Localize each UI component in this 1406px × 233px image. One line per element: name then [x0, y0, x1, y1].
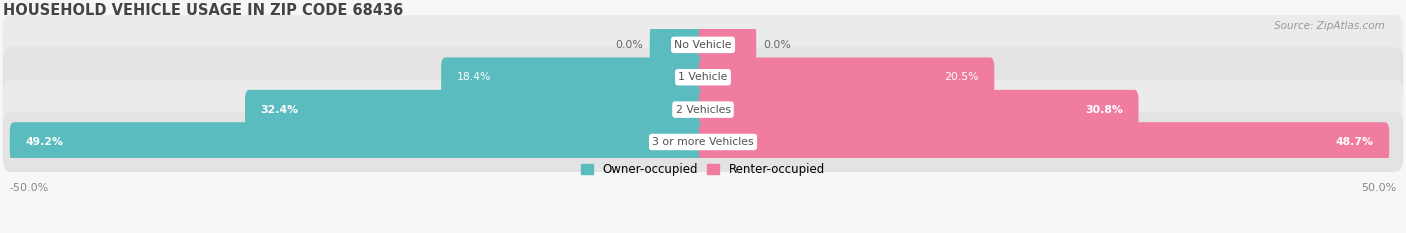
FancyBboxPatch shape: [699, 122, 1389, 162]
Text: 18.4%: 18.4%: [457, 72, 491, 82]
Text: 50.0%: 50.0%: [1361, 183, 1396, 193]
FancyBboxPatch shape: [699, 25, 756, 65]
FancyBboxPatch shape: [699, 58, 994, 97]
FancyBboxPatch shape: [699, 90, 1139, 129]
Text: No Vehicle: No Vehicle: [675, 40, 731, 50]
Text: 49.2%: 49.2%: [25, 137, 63, 147]
FancyBboxPatch shape: [3, 80, 1403, 140]
FancyBboxPatch shape: [3, 112, 1403, 172]
FancyBboxPatch shape: [245, 90, 707, 129]
Text: 0.0%: 0.0%: [614, 40, 643, 50]
Text: 32.4%: 32.4%: [260, 105, 298, 115]
Text: 0.0%: 0.0%: [763, 40, 792, 50]
FancyBboxPatch shape: [3, 15, 1403, 75]
Text: Source: ZipAtlas.com: Source: ZipAtlas.com: [1274, 21, 1385, 31]
Text: 48.7%: 48.7%: [1336, 137, 1374, 147]
Legend: Owner-occupied, Renter-occupied: Owner-occupied, Renter-occupied: [576, 158, 830, 181]
Text: 20.5%: 20.5%: [945, 72, 979, 82]
Text: HOUSEHOLD VEHICLE USAGE IN ZIP CODE 68436: HOUSEHOLD VEHICLE USAGE IN ZIP CODE 6843…: [3, 3, 404, 18]
Text: 1 Vehicle: 1 Vehicle: [678, 72, 728, 82]
Text: 2 Vehicles: 2 Vehicles: [675, 105, 731, 115]
Text: -50.0%: -50.0%: [10, 183, 49, 193]
Text: 30.8%: 30.8%: [1085, 105, 1123, 115]
FancyBboxPatch shape: [10, 122, 707, 162]
Text: 3 or more Vehicles: 3 or more Vehicles: [652, 137, 754, 147]
FancyBboxPatch shape: [3, 47, 1403, 107]
FancyBboxPatch shape: [650, 25, 707, 65]
FancyBboxPatch shape: [441, 58, 707, 97]
